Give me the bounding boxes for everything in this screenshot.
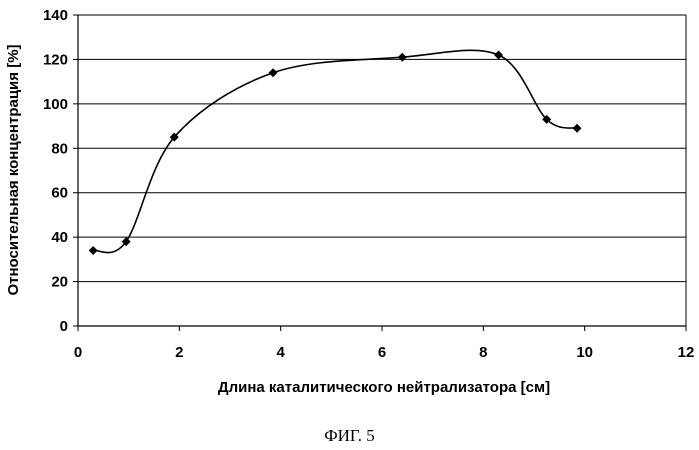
x-tick-label-2: 2 [175,344,183,361]
x-tick-label-6: 6 [378,344,386,361]
axes [73,15,686,331]
gridlines [78,15,686,282]
y-tick-label-60: 60 [51,185,68,202]
data-point-3 [269,68,278,77]
y-tick-label-80: 80 [51,140,68,157]
y-tick-label-40: 40 [51,229,68,246]
x-tick-label-4: 4 [276,344,285,361]
y-tick-label-20: 20 [51,274,68,291]
x-tick-label-12: 12 [678,344,695,361]
data-point-5 [494,50,503,59]
y-tick-label-120: 120 [43,51,68,68]
figure-caption: ФИГ. 5 [0,426,699,446]
data-point-4 [398,53,407,62]
x-tick-label-10: 10 [576,344,593,361]
x-tick-label-8: 8 [479,344,487,361]
y-axis-label: Относительная концентрация [%] [5,44,22,295]
tick-labels: 0 20 40 60 80 100 120 140 0 2 4 6 8 10 12 [43,7,694,361]
data-point-7 [573,124,582,133]
y-tick-label-100: 100 [43,96,68,113]
data-point-0 [89,246,98,255]
y-tick-label-140: 140 [43,7,68,24]
x-tick-label-0: 0 [74,344,82,361]
x-axis-label: Длина каталитического нейтрализатора [см… [218,379,550,396]
y-tick-label-0: 0 [60,318,68,335]
series-line [93,50,577,252]
